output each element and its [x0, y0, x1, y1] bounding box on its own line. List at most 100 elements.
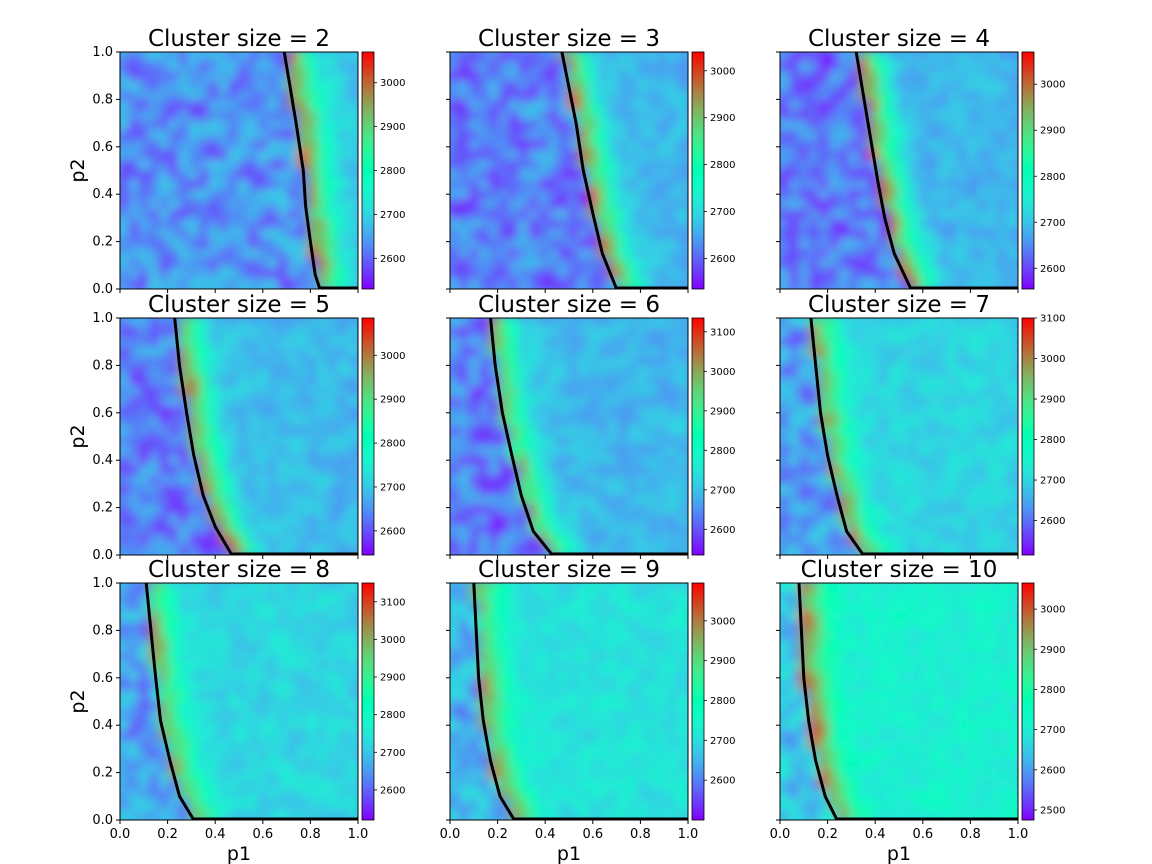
heatmap-cell: [597, 336, 610, 349]
heatmap-cell: [577, 455, 590, 468]
heatmap-cell: [888, 218, 900, 231]
heatmap-cell: [538, 631, 551, 644]
heatmap-cell: [780, 514, 791, 527]
heatmap-cell: [947, 100, 960, 113]
heatmap-cell: [168, 779, 181, 792]
heatmap-cell: [587, 169, 600, 182]
heatmap-cell: [297, 651, 310, 663]
heatmap-cell: [327, 278, 340, 289]
heatmap-cell: [287, 661, 300, 673]
heatmap-cell: [498, 169, 511, 182]
heatmap-cell: [907, 179, 920, 192]
heatmap-cell: [478, 169, 491, 182]
heatmap-cell: [848, 139, 861, 152]
heatmap-cell: [178, 258, 191, 271]
heatmap-cell: [838, 52, 851, 63]
heatmap-cell: [848, 465, 861, 477]
heatmap-cell: [548, 730, 561, 742]
heatmap-cell: [808, 248, 821, 261]
heatmap-cell: [218, 90, 231, 103]
heatmap-cell: [858, 494, 871, 507]
heatmap-cell: [677, 779, 688, 792]
heatmap-cell: [508, 544, 521, 555]
heatmap-cell: [208, 366, 221, 379]
heatmap-cell: [597, 278, 610, 289]
heatmap-cell: [587, 80, 600, 93]
heatmap-cell: [607, 661, 620, 673]
heatmap-cell: [138, 544, 151, 555]
heatmap-cell: [138, 80, 151, 93]
heatmap-cell: [257, 730, 270, 742]
heatmap-cell: [667, 670, 680, 683]
heatmap-cell: [558, 159, 570, 172]
heatmap-cell: [267, 326, 280, 339]
heatmap-cell: [188, 100, 201, 113]
heatmap-cell: [478, 583, 491, 594]
heatmap-cell: [667, 228, 680, 241]
heatmap-cell: [907, 524, 920, 537]
heatmap-cell: [577, 475, 590, 487]
heatmap-cell: [450, 475, 461, 487]
heatmap-cell: [148, 346, 161, 359]
heatmap-cell: [468, 415, 481, 428]
heatmap-cell: [798, 544, 811, 555]
heatmap-cell: [267, 494, 280, 507]
heatmap-cell: [637, 759, 650, 772]
heatmap-cell: [788, 396, 801, 408]
heatmap-cell: [218, 445, 231, 458]
heatmap-cell: [287, 366, 300, 379]
heatmap-cell: [637, 248, 650, 261]
heatmap-cell: [677, 720, 688, 733]
heatmap-cell: [458, 366, 471, 379]
heatmap-cell: [327, 356, 340, 369]
heatmap-cell: [558, 386, 570, 398]
heatmap-cell: [188, 80, 201, 93]
heatmap-cell: [987, 376, 1000, 389]
heatmap-cell: [788, 90, 801, 103]
heatmap-cell: [780, 591, 791, 604]
heatmap-cell: [178, 730, 191, 742]
heatmap-cell: [450, 268, 461, 281]
heatmap-cell: [947, 228, 960, 241]
heatmap-cell: [528, 779, 541, 792]
heatmap-cell: [158, 336, 171, 349]
heatmap-cell: [997, 238, 1010, 251]
heatmap-cell: [337, 749, 350, 762]
heatmap-cell: [987, 268, 1000, 281]
heatmap-cell: [798, 484, 811, 497]
heatmap-cell: [657, 690, 670, 703]
heatmap-cell: [247, 268, 260, 281]
heatmap-cell: [277, 484, 290, 497]
heatmap-cell: [898, 258, 910, 271]
heatmap-cell: [337, 494, 350, 507]
heatmap-cell: [488, 336, 501, 349]
heatmap-cell: [977, 326, 990, 339]
heatmap-cell: [818, 415, 831, 428]
heatmap-cell: [577, 680, 590, 693]
heatmap-cell: [128, 356, 141, 369]
heatmap-cell: [277, 336, 290, 349]
heatmap-cell: [337, 346, 350, 359]
heatmap-cell: [637, 484, 650, 497]
heatmap-cell: [178, 218, 191, 231]
heatmap-cell: [947, 80, 960, 93]
heatmap-cell: [158, 248, 171, 261]
y-tick-label: 0.6: [92, 140, 113, 155]
heatmap-cell: [450, 149, 461, 162]
heatmap-cell: [478, 396, 491, 408]
heatmap-cell: [677, 110, 688, 123]
heatmap-cell: [450, 670, 461, 683]
heatmap-cell: [168, 611, 181, 624]
heatmap-cell: [228, 336, 240, 349]
heatmap-cell: [997, 169, 1010, 182]
heatmap-cell: [138, 336, 151, 349]
colorbar-tick-label: 2600: [710, 776, 735, 787]
heatmap-cell: [267, 651, 280, 663]
heatmap-cell: [677, 425, 688, 438]
heatmap-cell: [568, 789, 580, 802]
heatmap-cell: [1007, 524, 1018, 537]
heatmap-cell: [667, 583, 680, 594]
heatmap-cell: [307, 534, 320, 547]
heatmap-cell: [518, 60, 531, 73]
heatmap-cell: [907, 90, 920, 103]
